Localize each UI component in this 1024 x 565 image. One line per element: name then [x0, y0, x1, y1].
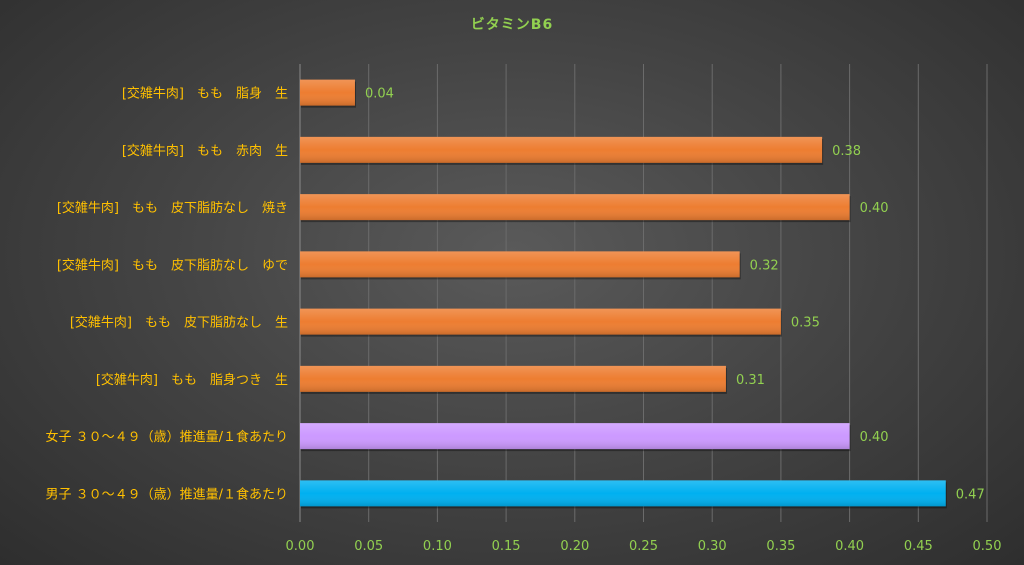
data-label: 0.40 — [860, 430, 889, 445]
data-label: 0.38 — [832, 144, 861, 159]
bar-highlight — [300, 79, 355, 106]
data-label: 0.31 — [736, 373, 765, 388]
category-label: [交雑牛肉] もも 赤肉 生 — [122, 143, 288, 159]
bar-highlight — [300, 194, 850, 221]
x-tick-label: 0.20 — [560, 539, 589, 554]
chart-title: ビタミンB6 — [470, 17, 554, 33]
data-label: 0.04 — [365, 87, 394, 102]
data-label: 0.40 — [860, 201, 889, 216]
x-tick-label: 0.40 — [835, 539, 864, 554]
x-tick-label: 0.30 — [698, 539, 727, 554]
x-tick-label: 0.05 — [354, 539, 383, 554]
bars — [300, 79, 947, 509]
data-label: 0.47 — [956, 487, 985, 502]
bar-highlight — [300, 308, 781, 335]
bar-highlight — [300, 251, 740, 278]
x-tick-label: 0.15 — [492, 539, 521, 554]
bar-highlight — [300, 480, 946, 507]
category-label: [交雑牛肉] もも 皮下脂肪なし ゆで — [57, 257, 288, 273]
data-label: 0.32 — [750, 258, 779, 273]
category-label: [交雑牛肉] もも 脂身つき 生 — [96, 372, 288, 388]
x-tick-label: 0.45 — [904, 539, 933, 554]
category-label: [交雑牛肉] もも 皮下脂肪なし 焼き — [57, 200, 288, 216]
bar-highlight — [300, 423, 850, 450]
gridlines — [299, 64, 988, 522]
x-tick-label: 0.00 — [286, 539, 315, 554]
x-tick-label: 0.35 — [766, 539, 795, 554]
labels: 0.00 0.05 0.10 0.15 0.20 0.25 0.30 0.35 0.40 0.45… — [45, 86, 1001, 554]
category-label: 女子 ３０～４９（歳）推進量/１食あたり — [45, 429, 288, 445]
category-label: [交雑牛肉] もも 皮下脂肪なし 生 — [70, 315, 288, 331]
bar-highlight — [300, 136, 823, 163]
x-tick-label: 0.10 — [423, 539, 452, 554]
category-label: 男子 ３０～４９（歳）推進量/１食あたり — [45, 486, 288, 502]
bar-highlight — [300, 365, 726, 392]
data-label: 0.35 — [791, 316, 820, 331]
x-tick-label: 0.25 — [629, 539, 658, 554]
x-tick-label: 0.50 — [973, 539, 1002, 554]
category-label: [交雑牛肉] もも 脂身 生 — [122, 86, 288, 102]
